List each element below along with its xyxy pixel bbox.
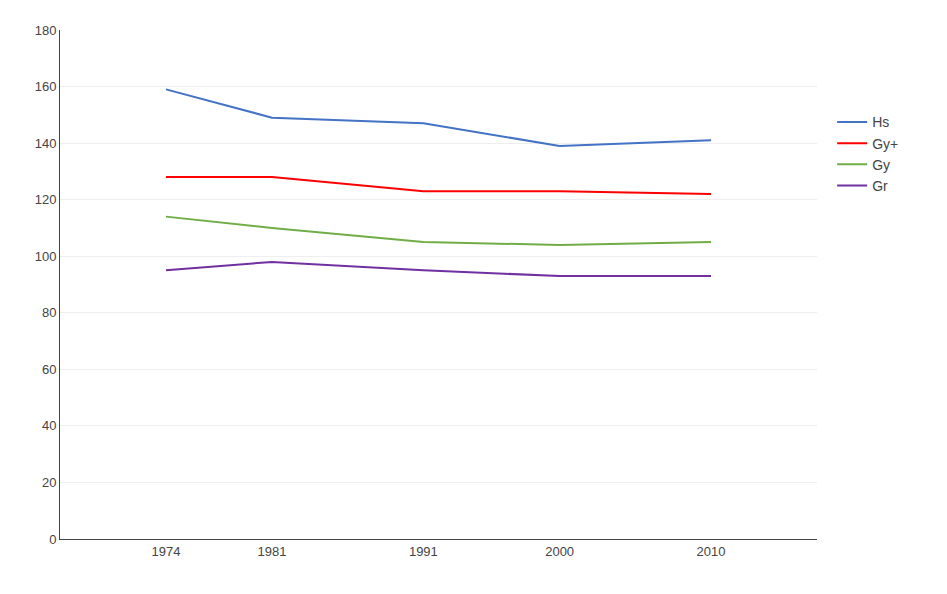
svg-text:Gr: Gr bbox=[872, 178, 888, 194]
svg-text:2010: 2010 bbox=[697, 544, 726, 559]
svg-text:140: 140 bbox=[35, 136, 57, 151]
svg-text:60: 60 bbox=[42, 362, 56, 377]
svg-text:Gy+: Gy+ bbox=[872, 136, 898, 152]
svg-text:Gy: Gy bbox=[872, 157, 890, 173]
svg-text:Hs: Hs bbox=[872, 114, 889, 130]
svg-text:160: 160 bbox=[35, 79, 57, 94]
svg-text:100: 100 bbox=[35, 249, 57, 264]
svg-text:1974: 1974 bbox=[152, 544, 181, 559]
svg-text:0: 0 bbox=[49, 532, 56, 547]
svg-text:40: 40 bbox=[42, 418, 56, 433]
svg-text:1981: 1981 bbox=[257, 544, 286, 559]
svg-text:2000: 2000 bbox=[545, 544, 574, 559]
svg-text:180: 180 bbox=[35, 23, 57, 38]
svg-text:20: 20 bbox=[42, 475, 56, 490]
svg-text:120: 120 bbox=[35, 192, 57, 207]
svg-text:80: 80 bbox=[42, 305, 56, 320]
svg-text:1991: 1991 bbox=[409, 544, 438, 559]
